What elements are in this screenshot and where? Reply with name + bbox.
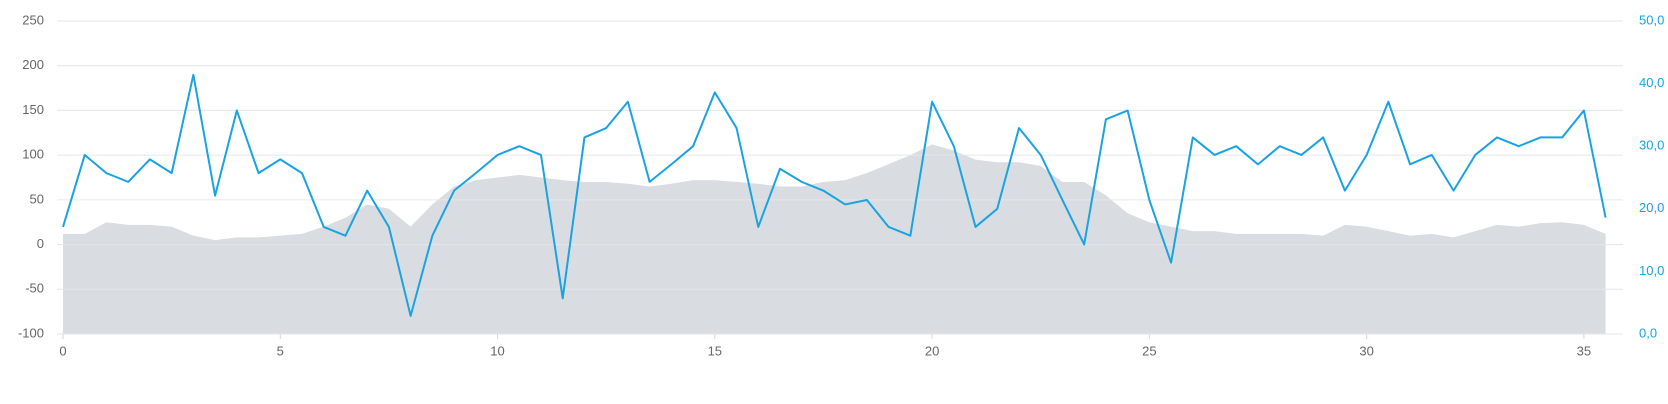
y2-tick-label: 50,0 <box>1639 12 1664 27</box>
x-tick-label: 30 <box>1359 343 1373 358</box>
y-tick-label: 250 <box>22 12 44 27</box>
y-tick-label: 200 <box>22 57 44 72</box>
y-tick-label: 100 <box>22 147 44 162</box>
y2-tick-label: 10,0 <box>1639 263 1664 278</box>
y2-tick-label: 40,0 <box>1639 75 1664 90</box>
y2-tick-label: 20,0 <box>1639 200 1664 215</box>
y-tick-label: -100 <box>18 325 44 340</box>
x-tick-label: 25 <box>1142 343 1156 358</box>
speed-line <box>62 73 1607 317</box>
x-tick-label: 20 <box>925 343 939 358</box>
x-tick-label: 35 <box>1577 343 1591 358</box>
y2-tick-label: 0,0 <box>1639 325 1657 340</box>
x-tick-label: 15 <box>708 343 722 358</box>
y-tick-label: -50 <box>25 281 44 296</box>
x-tick-label: 0 <box>59 343 66 358</box>
y-tick-label: 0 <box>37 236 44 251</box>
x-tick-label: 5 <box>277 343 284 358</box>
x-tick-label: 10 <box>490 343 504 358</box>
y2-tick-label: 30,0 <box>1639 138 1664 153</box>
y-tick-label: 50 <box>30 191 44 206</box>
elevation-area <box>63 144 1606 334</box>
y-tick-label: 150 <box>22 102 44 117</box>
